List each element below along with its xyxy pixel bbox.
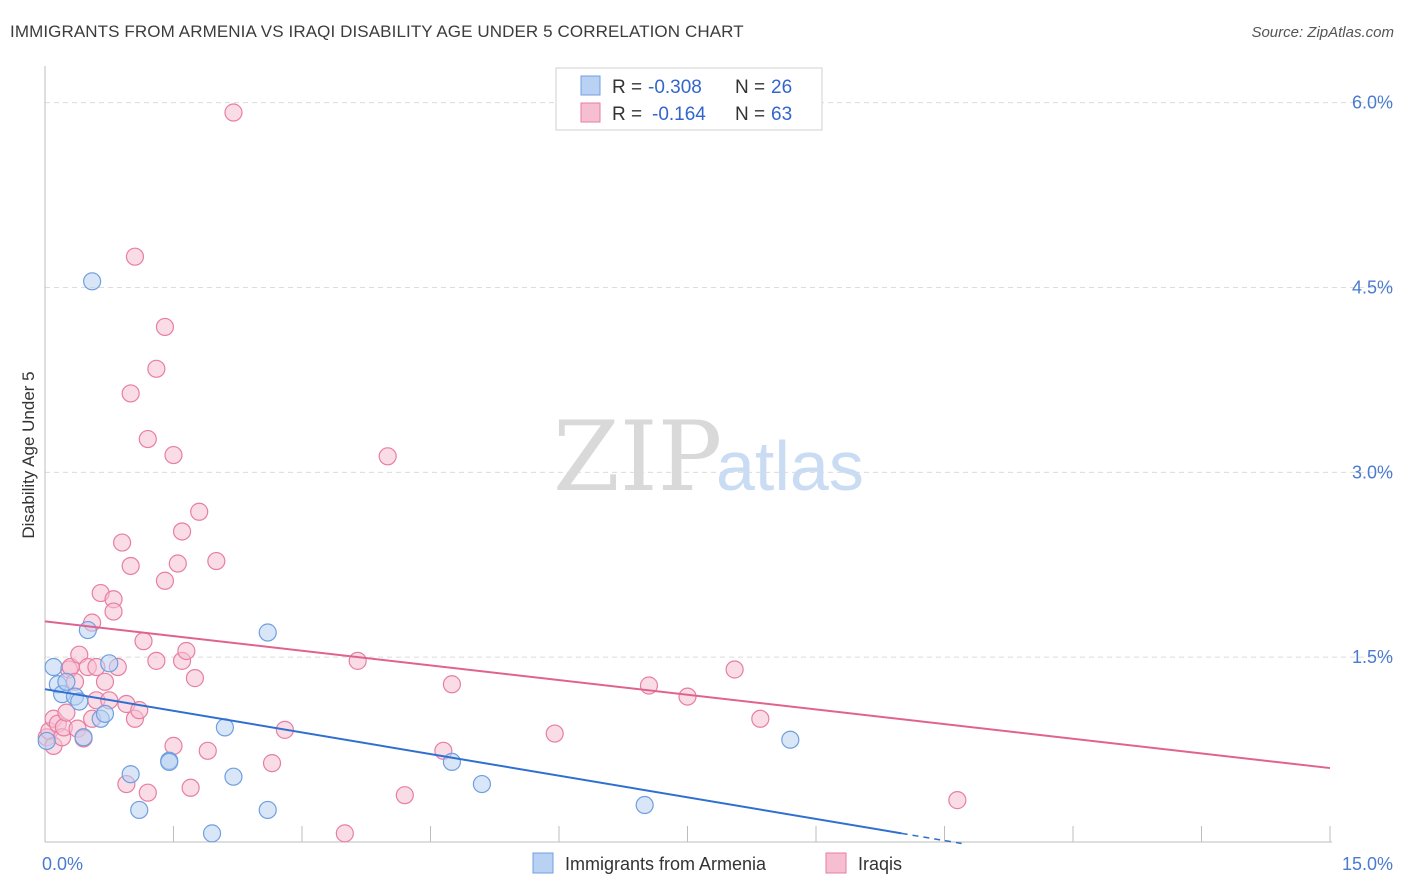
- iraqis-point-65: [948, 791, 967, 810]
- armenia-point-13: [121, 765, 140, 784]
- legend-n-value-1: 26: [771, 77, 792, 98]
- watermark-atlas: atlas: [716, 427, 864, 505]
- iraqis-point-47: [185, 669, 205, 688]
- armenia-point-7: [74, 728, 93, 747]
- armenia-point-25: [781, 730, 800, 749]
- iraqis-point-36: [147, 651, 166, 670]
- iraqis-point-41: [164, 445, 183, 465]
- x-tick-label-start: 0.0%: [42, 854, 83, 874]
- iraqis-point-12: [70, 645, 89, 664]
- iraqis-point-28: [121, 556, 140, 576]
- x-tick-label-end: 15.0%: [1342, 854, 1393, 874]
- iraqis-point-48: [190, 502, 209, 521]
- legend-r-label-2: R =: [612, 104, 642, 125]
- armenia-point-6: [70, 692, 89, 711]
- legend-r-value-1: -0.308: [648, 77, 702, 98]
- armenia-point-16: [160, 752, 179, 772]
- legend-iraqis-swatch: [825, 852, 847, 874]
- iraqis-trend-line: [44, 620, 1331, 770]
- iraqis-point-37: [147, 359, 166, 378]
- iraqis-point-44: [172, 522, 192, 541]
- iraqis-point-25: [112, 533, 132, 552]
- iraqis-point-39: [155, 571, 175, 590]
- iraqis-point-23: [104, 602, 123, 621]
- chart-title: IMMIGRANTS FROM ARMENIA VS IRAQI DISABIL…: [10, 22, 744, 41]
- x-tick-labels: 0.0% 15.0%: [42, 854, 1393, 874]
- iraqis-point-45: [177, 641, 196, 661]
- trend-lines: [44, 620, 1331, 845]
- iraqis-point-60: [545, 724, 564, 743]
- armenia-point-20: [258, 623, 277, 642]
- y-tick-label-3: 6.0%: [1352, 93, 1393, 113]
- legend-swatch-blue: [580, 75, 601, 96]
- armenia-point-19: [224, 767, 243, 786]
- iraqis-point-35: [138, 429, 157, 449]
- y-axis-label: Disability Age Under 5: [19, 371, 38, 538]
- iraqis-point-50: [207, 551, 226, 571]
- y-tick-labels: 1.5% 3.0% 4.5% 6.0%: [1352, 93, 1393, 668]
- armenia-point-8: [78, 620, 97, 640]
- armenia-point-21: [258, 800, 277, 820]
- iraqis-point-62: [678, 687, 697, 706]
- chart-source: Source: ZipAtlas.com: [1251, 24, 1394, 41]
- iraqis-point-54: [335, 824, 354, 843]
- legend-swatch-pink: [580, 102, 601, 123]
- y-tick-label-0: 1.5%: [1352, 647, 1393, 667]
- iraqis-point-29: [121, 384, 140, 403]
- series-legend: Immigrants from Armenia Iraqis: [532, 852, 902, 874]
- armenia-trend-line: [44, 688, 902, 835]
- armenia-point-17: [202, 824, 222, 843]
- iraqis-point-33: [134, 632, 153, 651]
- iraqis-point-46: [181, 778, 200, 797]
- iraqis-point-34: [138, 783, 157, 802]
- armenia-point-23: [472, 774, 491, 794]
- gridlines: [45, 102, 1392, 658]
- legend-armenia-swatch: [532, 852, 554, 874]
- iraqis-point-7: [57, 703, 76, 722]
- legend-iraqis-label: Iraqis: [858, 854, 902, 874]
- iraqis-point-63: [725, 660, 744, 679]
- armenia-point-0: [37, 731, 56, 751]
- y-tick-label-2: 4.5%: [1352, 277, 1393, 297]
- legend-n-value-2: 63: [771, 104, 792, 125]
- armenia-point-11: [95, 704, 115, 723]
- y-tick-label-1: 3.0%: [1352, 462, 1393, 482]
- iraqis-point-57: [395, 786, 414, 805]
- armenia-point-12: [100, 654, 119, 673]
- stats-legend: R = -0.308 N = 26 R = -0.164 N = 63: [555, 67, 823, 131]
- iraqis-point-38: [155, 317, 175, 337]
- armenia-point-24: [635, 795, 654, 815]
- iraqis-point-20: [95, 672, 115, 691]
- legend-r-value-2: -0.164: [652, 104, 706, 125]
- legend-armenia-label: Immigrants from Armenia: [565, 854, 767, 874]
- iraqis-points: [37, 103, 967, 843]
- iraqis-point-59: [442, 675, 462, 694]
- iraqis-point-64: [751, 709, 770, 728]
- iraqis-point-31: [125, 247, 145, 266]
- armenia-point-9: [83, 272, 102, 291]
- legend-n-label-1: N =: [735, 77, 765, 98]
- iraqis-point-42: [168, 554, 187, 573]
- watermark-zip: ZIP: [553, 401, 722, 513]
- legend-r-label-1: R =: [612, 77, 642, 98]
- armenia-point-14: [130, 800, 149, 820]
- iraqis-point-49: [198, 741, 217, 760]
- iraqis-point-56: [378, 447, 397, 466]
- iraqis-point-52: [262, 754, 282, 773]
- legend-n-label-2: N =: [735, 104, 765, 125]
- axes: [44, 66, 1332, 843]
- armenia-point-4: [57, 672, 76, 691]
- iraqis-point-55: [348, 651, 367, 670]
- armenia-points: [37, 272, 800, 843]
- armenia-point-1: [44, 657, 63, 677]
- iraqis-point-51: [224, 103, 243, 122]
